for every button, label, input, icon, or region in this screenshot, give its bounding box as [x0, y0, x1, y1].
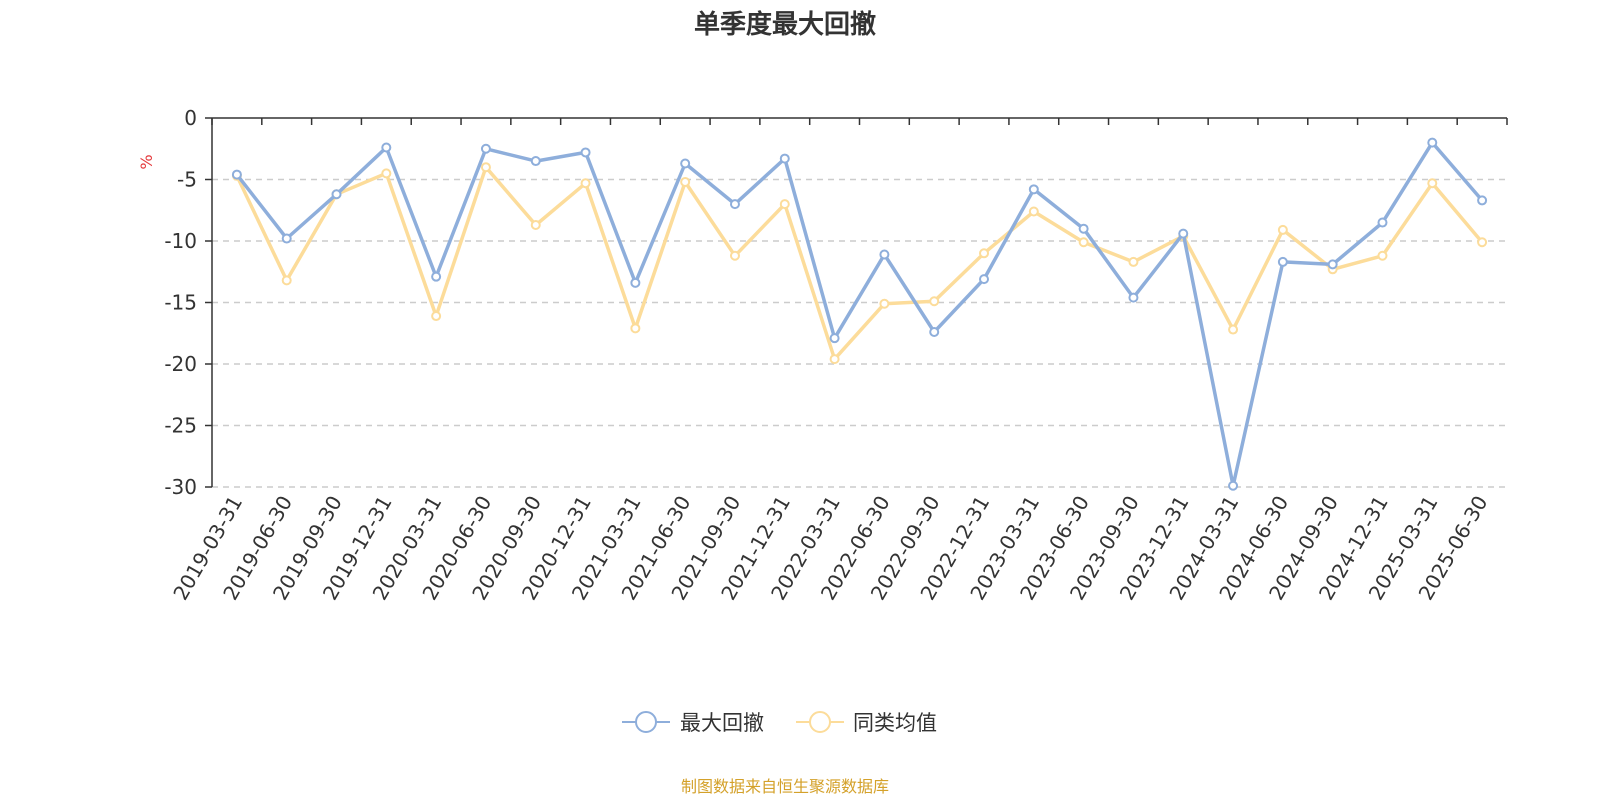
legend-item[interactable]: 最大回撤	[622, 711, 764, 735]
y-tick-label: -15	[164, 291, 197, 315]
data-point[interactable]	[829, 333, 840, 344]
legend-item[interactable]: 同类均值	[796, 711, 937, 735]
legend-marker	[809, 711, 831, 733]
y-tick-label: -5	[177, 168, 197, 192]
data-point[interactable]	[1078, 237, 1089, 248]
data-point[interactable]	[779, 199, 790, 210]
data-point[interactable]	[680, 176, 691, 187]
data-point[interactable]	[929, 296, 940, 307]
data-point[interactable]	[680, 158, 691, 169]
data-point[interactable]	[1277, 224, 1288, 235]
data-point[interactable]	[1327, 259, 1338, 270]
data-point[interactable]	[431, 271, 442, 282]
data-point[interactable]	[729, 199, 740, 210]
data-point[interactable]	[281, 275, 292, 286]
data-point[interactable]	[729, 250, 740, 261]
y-tick-label: -30	[164, 475, 197, 499]
data-point[interactable]	[879, 298, 890, 309]
data-point[interactable]	[979, 274, 990, 285]
series-line	[235, 165, 1484, 361]
legend-label: 最大回撤	[680, 711, 764, 735]
series-0	[231, 137, 1488, 491]
data-point[interactable]	[1028, 206, 1039, 217]
data-point[interactable]	[1377, 217, 1388, 228]
data-point[interactable]	[1078, 223, 1089, 234]
data-point[interactable]	[480, 143, 491, 154]
data-point[interactable]	[1228, 480, 1239, 491]
y-axis-unit: %	[137, 154, 156, 169]
data-point[interactable]	[779, 153, 790, 164]
data-point[interactable]	[630, 277, 641, 288]
data-point[interactable]	[281, 233, 292, 244]
data-point[interactable]	[1477, 237, 1488, 248]
y-tick-label: -20	[164, 352, 197, 376]
data-point[interactable]	[1427, 137, 1438, 148]
data-point[interactable]	[580, 178, 591, 189]
data-point[interactable]	[1178, 228, 1189, 239]
data-point[interactable]	[979, 248, 990, 259]
data-point[interactable]	[431, 311, 442, 322]
data-point[interactable]	[1028, 184, 1039, 195]
chart-title: 单季度最大回撤	[694, 9, 876, 40]
data-point[interactable]	[480, 162, 491, 173]
data-point[interactable]	[1128, 292, 1139, 303]
y-tick-label: -25	[164, 414, 197, 438]
y-tick-label: -10	[164, 229, 197, 253]
data-point[interactable]	[630, 323, 641, 334]
data-point[interactable]	[929, 327, 940, 338]
series-lines	[231, 137, 1488, 491]
data-point[interactable]	[381, 142, 392, 153]
series-line	[235, 140, 1484, 488]
data-point[interactable]	[1427, 178, 1438, 189]
data-point[interactable]	[829, 354, 840, 365]
legend-label: 同类均值	[853, 711, 937, 735]
data-point[interactable]	[1228, 324, 1239, 335]
data-point[interactable]	[580, 147, 591, 158]
data-point[interactable]	[879, 249, 890, 260]
data-point[interactable]	[1277, 256, 1288, 267]
data-point[interactable]	[1377, 250, 1388, 261]
legend-marker	[635, 711, 657, 733]
grid-lines	[212, 178, 1507, 488]
data-point[interactable]	[381, 168, 392, 179]
data-point[interactable]	[530, 156, 541, 167]
data-source-note: 制图数据来自恒生聚源数据库	[681, 777, 889, 796]
data-point[interactable]	[530, 220, 541, 231]
data-point[interactable]	[231, 169, 242, 180]
data-point[interactable]	[1128, 256, 1139, 267]
y-tick-label: 0	[184, 106, 197, 130]
legend[interactable]: 最大回撤 同类均值	[622, 711, 937, 735]
data-point[interactable]	[331, 189, 342, 200]
data-point[interactable]	[1477, 195, 1488, 206]
